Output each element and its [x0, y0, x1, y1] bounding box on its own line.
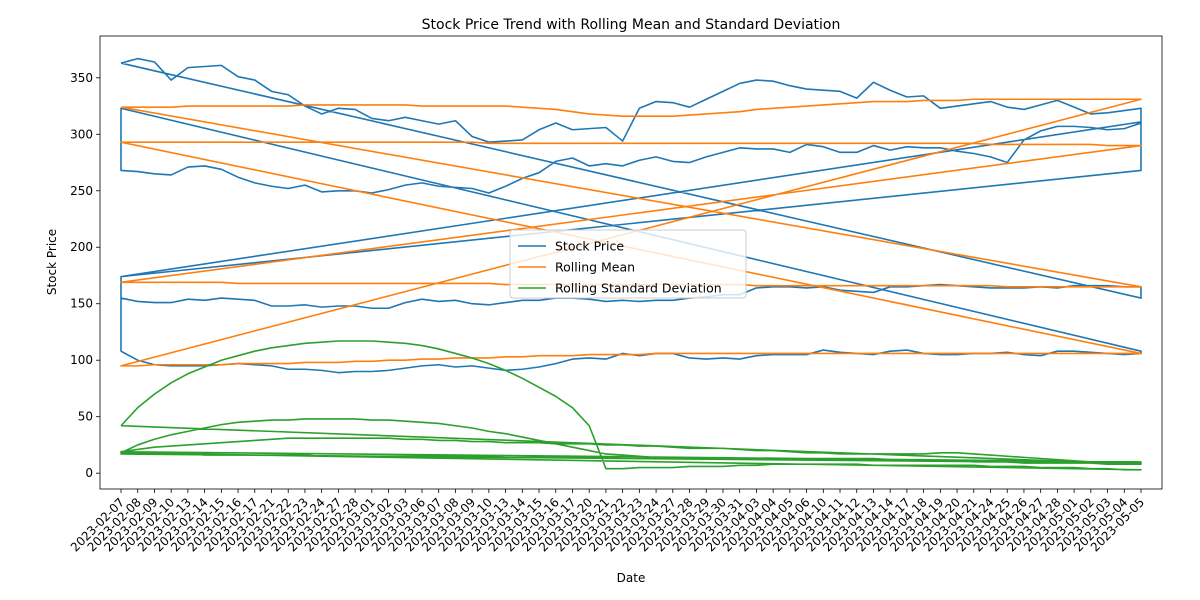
legend-box	[509, 229, 747, 299]
x-axis-title: Date	[617, 571, 646, 585]
series-line-1	[120, 98, 1142, 367]
y-tick-label: 300	[70, 127, 93, 141]
y-tick-label: 150	[70, 297, 93, 311]
legend: Stock Price Rolling Mean Rolling Standard …	[509, 229, 747, 299]
y-tick-label: 50	[78, 410, 93, 424]
series-line-2	[120, 340, 1142, 471]
axes-frame	[99, 35, 1163, 490]
y-axis-title: Stock Price	[45, 229, 59, 295]
chart-title: Stock Price Trend with Rolling Mean and …	[422, 17, 841, 33]
series-line-0	[120, 57, 1142, 374]
y-tick-label: 0	[85, 466, 93, 480]
y-tick-label: 250	[70, 184, 93, 198]
legend-label: Rolling Standard Deviation	[555, 281, 722, 296]
y-axis: 0 50 100 150 200 250 300 350	[70, 71, 100, 480]
y-tick-label: 100	[70, 353, 93, 367]
plot-lines	[120, 57, 1142, 471]
legend-label: Rolling Mean	[555, 260, 635, 275]
y-tick-label: 200	[70, 240, 93, 254]
legend-label: Stock Price	[555, 239, 624, 254]
x-axis: 2023-02-072023-02-082023-02-092023-02-10…	[68, 489, 1147, 554]
y-tick-label: 350	[70, 71, 93, 85]
